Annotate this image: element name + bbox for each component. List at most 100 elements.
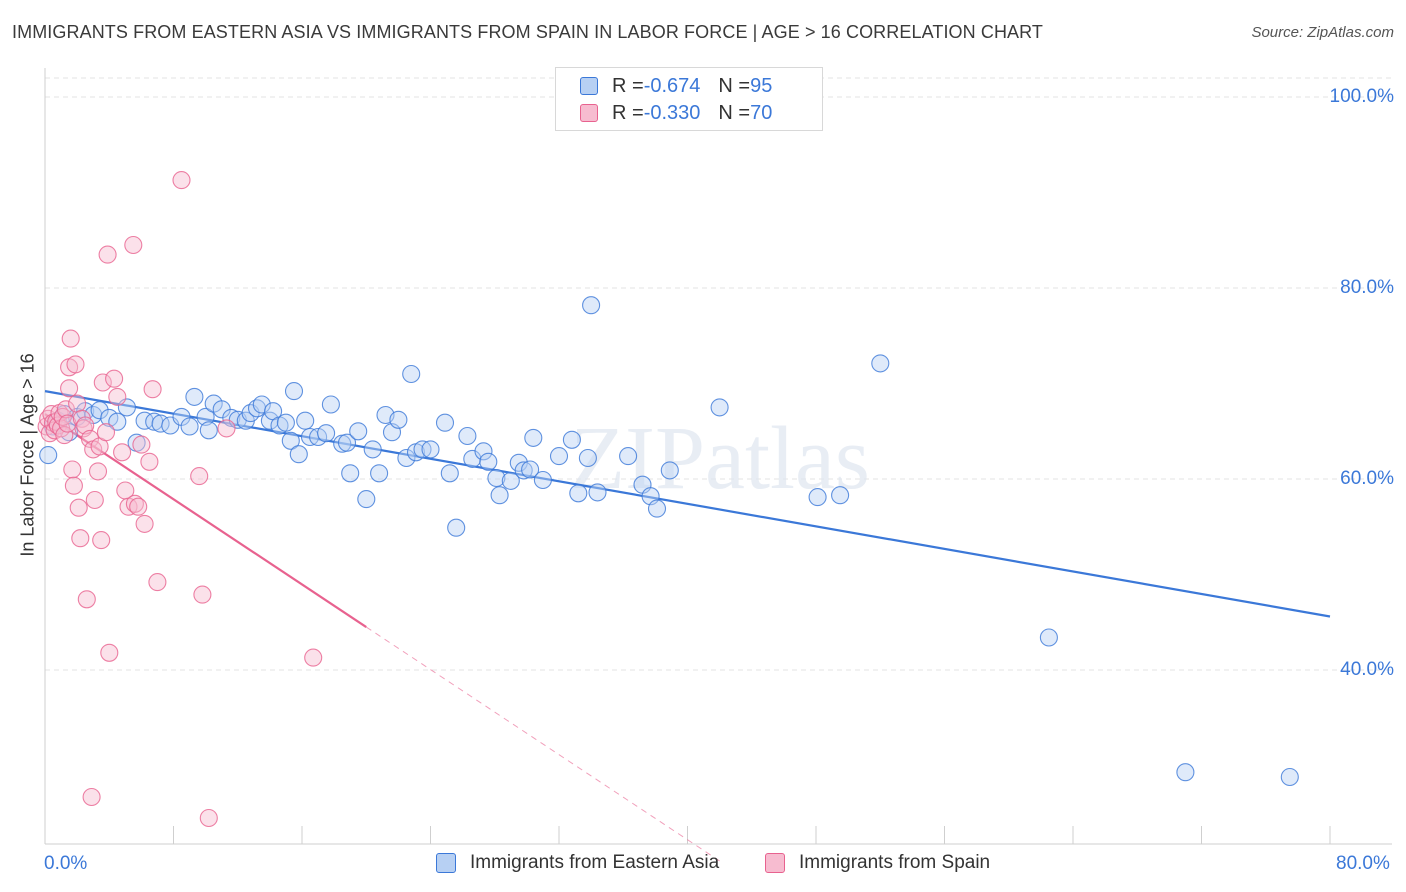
point-eastern-asia bbox=[569, 484, 588, 503]
point-spain bbox=[124, 235, 143, 255]
point-eastern-asia bbox=[710, 398, 729, 417]
point-eastern-asia bbox=[479, 452, 498, 471]
point-eastern-asia bbox=[90, 401, 109, 420]
point-eastern-asia bbox=[341, 464, 360, 483]
n-label: N = bbox=[718, 74, 751, 97]
point-spain bbox=[193, 585, 212, 604]
stats-row-eastern-asia: R = -0.674 N = 95 bbox=[580, 74, 772, 98]
point-spain bbox=[135, 514, 154, 533]
point-eastern-asia bbox=[562, 430, 581, 449]
point-spain bbox=[85, 490, 104, 510]
point-eastern-asia bbox=[521, 460, 540, 479]
r-value: -0.330 bbox=[643, 101, 701, 124]
trend-lines bbox=[44, 390, 1331, 862]
point-spain bbox=[125, 494, 144, 513]
point-spain bbox=[61, 329, 80, 348]
n-value: 95 bbox=[750, 74, 773, 97]
legend-label: Immigrants from Eastern Asia bbox=[470, 852, 720, 873]
x-tick-label-min: 0.0% bbox=[44, 853, 88, 874]
x-tick-label-max: 80.0% bbox=[1336, 853, 1390, 874]
point-eastern-asia bbox=[281, 431, 300, 450]
point-eastern-asia bbox=[487, 468, 506, 488]
point-spain bbox=[66, 355, 85, 374]
point-eastern-asia bbox=[357, 490, 376, 509]
point-spain bbox=[304, 648, 323, 667]
point-spain bbox=[143, 380, 162, 399]
point-eastern-asia bbox=[647, 499, 667, 518]
point-eastern-asia bbox=[276, 413, 295, 432]
point-eastern-asia bbox=[402, 364, 421, 384]
point-eastern-asia bbox=[296, 411, 315, 430]
point-eastern-asia bbox=[440, 464, 459, 483]
point-eastern-asia bbox=[108, 412, 127, 431]
point-spain bbox=[88, 462, 108, 481]
point-eastern-asia bbox=[370, 464, 389, 483]
point-spain bbox=[74, 419, 93, 438]
point-spain bbox=[93, 373, 112, 392]
point-eastern-asia bbox=[349, 422, 368, 441]
point-spain bbox=[68, 394, 87, 413]
point-eastern-asia bbox=[619, 447, 638, 466]
point-eastern-asia bbox=[588, 483, 607, 502]
point-eastern-asia bbox=[1280, 767, 1299, 787]
r-value: -0.674 bbox=[643, 74, 701, 97]
point-spain bbox=[77, 590, 96, 609]
y-tick-label: 40.0% bbox=[1340, 659, 1394, 680]
point-spain bbox=[76, 416, 95, 435]
point-spain bbox=[108, 387, 127, 406]
point-spain bbox=[56, 400, 75, 419]
point-spain bbox=[96, 423, 116, 442]
series-legend: Immigrants from Eastern Asia Immigrants … bbox=[0, 852, 1406, 878]
legend-swatch-blue bbox=[580, 77, 598, 95]
legend-swatch-pink bbox=[580, 104, 598, 122]
trendline-eastern-asia bbox=[44, 390, 1331, 618]
n-value: 70 bbox=[750, 101, 773, 124]
legend-swatch-blue bbox=[436, 853, 456, 873]
legend-item-spain: Immigrants from Spain bbox=[765, 852, 990, 874]
point-eastern-asia bbox=[871, 354, 890, 373]
source-credit: Source: ZipAtlas.com bbox=[1251, 24, 1394, 41]
point-eastern-asia bbox=[578, 448, 597, 468]
y-tick-label: 80.0% bbox=[1340, 277, 1394, 298]
y-tick-label: 100.0% bbox=[1329, 86, 1394, 107]
chart-title: IMMIGRANTS FROM EASTERN ASIA VS IMMIGRAN… bbox=[12, 22, 1044, 42]
point-eastern-asia bbox=[199, 421, 218, 440]
point-eastern-asia bbox=[421, 440, 440, 459]
point-eastern-asia bbox=[222, 408, 241, 427]
legend-swatch-pink bbox=[765, 853, 785, 873]
point-eastern-asia bbox=[533, 470, 552, 490]
point-eastern-asia bbox=[180, 417, 199, 436]
axes bbox=[44, 68, 1392, 845]
r-label: R = bbox=[612, 74, 644, 97]
point-spain bbox=[69, 498, 88, 517]
point-spain bbox=[63, 460, 82, 479]
point-spain bbox=[217, 419, 236, 438]
point-eastern-asia bbox=[447, 518, 466, 537]
point-spain bbox=[129, 497, 148, 516]
point-spain bbox=[98, 245, 117, 264]
point-spain bbox=[64, 476, 83, 495]
point-eastern-asia bbox=[196, 407, 215, 426]
point-eastern-asia bbox=[660, 461, 679, 480]
gridlines bbox=[45, 77, 1392, 671]
point-spain bbox=[105, 369, 124, 388]
point-eastern-asia bbox=[284, 382, 304, 401]
y-tick-label: 60.0% bbox=[1340, 468, 1394, 489]
point-eastern-asia bbox=[317, 424, 336, 443]
point-eastern-asia bbox=[474, 442, 493, 461]
point-eastern-asia bbox=[289, 445, 308, 464]
point-eastern-asia bbox=[397, 448, 416, 468]
point-spain bbox=[148, 573, 167, 592]
point-eastern-asia bbox=[252, 395, 271, 414]
point-eastern-asia bbox=[39, 446, 58, 465]
legend-item-eastern-asia: Immigrants from Eastern Asia bbox=[436, 852, 719, 874]
point-spain bbox=[190, 467, 209, 486]
point-spain bbox=[92, 531, 111, 550]
point-eastern-asia bbox=[501, 471, 520, 490]
data-points bbox=[37, 171, 1299, 828]
point-eastern-asia bbox=[435, 413, 455, 432]
point-spain bbox=[60, 379, 79, 398]
point-spain bbox=[199, 808, 218, 828]
point-eastern-asia bbox=[185, 387, 204, 406]
r-label: R = bbox=[612, 101, 644, 124]
